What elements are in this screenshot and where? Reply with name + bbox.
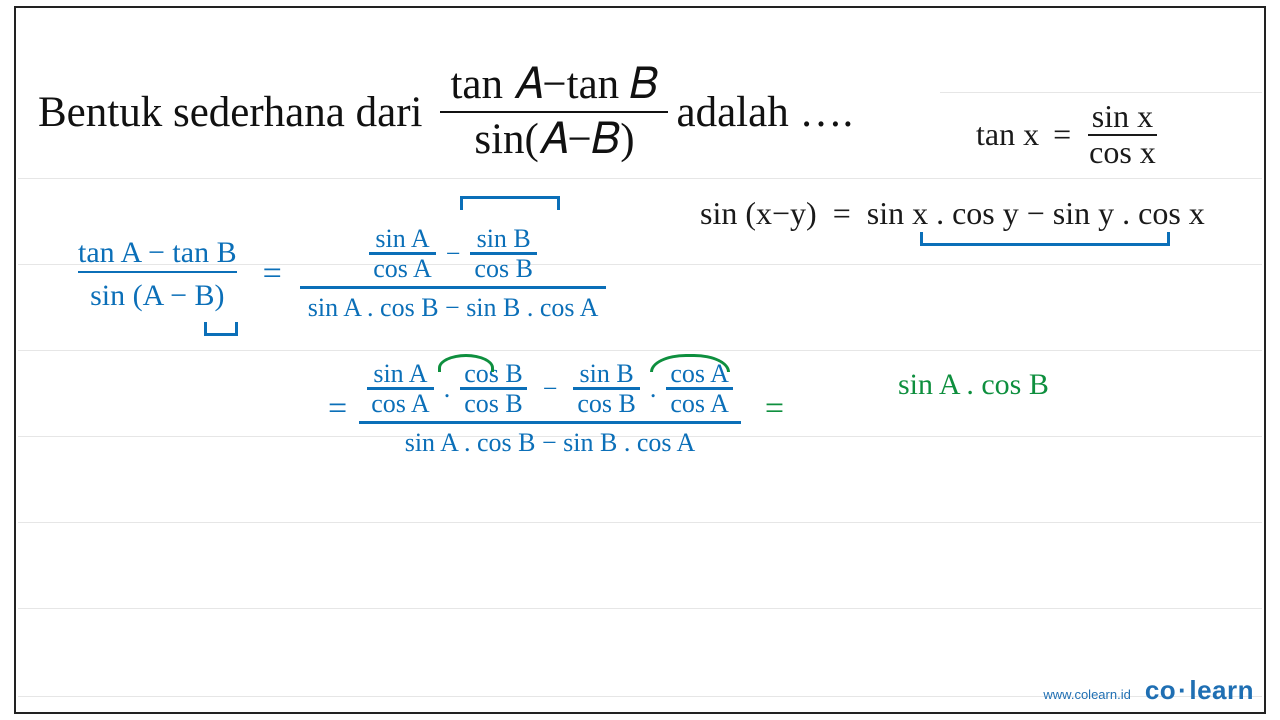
identity-tan-rhs-num: sin x — [1088, 100, 1157, 136]
equals-sign: = — [1053, 116, 1071, 153]
equals-sign: = — [263, 255, 282, 293]
identity-tan: tan x = sin x cos x — [976, 100, 1160, 169]
minus-sign: − — [446, 239, 461, 269]
green-note: sin A . cos B — [898, 368, 1049, 402]
question-trail: adalah …. — [676, 88, 853, 137]
step2-right-frac: sin Acos A . cos Bcos B − sin Bcos B . c… — [359, 360, 741, 458]
question-frac-num: tan 𝐴−tan 𝐵 — [440, 60, 668, 111]
underbrace-icon — [920, 232, 1170, 246]
step1-right-bottom: sin A . cos B − sin B . cos A — [308, 293, 599, 323]
underbracket-icon — [204, 322, 238, 336]
step2-right-bottom: sin A . cos B − sin B . cos A — [405, 428, 696, 458]
step1-left-frac: tan A − tan B sin (A − B) — [70, 236, 245, 313]
step1-left-den: sin (A − B) — [90, 279, 224, 313]
equals-sign: = — [833, 195, 851, 231]
step1-right-top: sin A cos A − sin B cos B — [361, 225, 545, 282]
step1-left-num: tan A − tan B — [78, 236, 237, 273]
footer-url: www.colearn.id — [1043, 687, 1130, 702]
step1-frac-sinb-cosb: sin B cos B — [470, 225, 537, 282]
question-lead: Bentuk sederhana dari — [38, 88, 422, 137]
identity-tan-lhs: tan x — [976, 116, 1039, 153]
identity-sin-diff: sin (x−y) = sin x . cos y − sin y . cos … — [700, 195, 1205, 232]
identity-sin-lhs: sin (x−y) — [700, 195, 817, 231]
equals-sign: = — [765, 390, 784, 428]
question-fraction: tan 𝐴−tan 𝐵 sin(𝐴−𝐵) — [440, 60, 668, 164]
step1-frac-sina-cosa: sin A cos A — [369, 225, 436, 282]
identity-tan-rhs: sin x cos x — [1085, 100, 1160, 169]
brand-logo: co·learn — [1145, 675, 1254, 706]
question-frac-den: sin(𝐴−𝐵) — [464, 113, 644, 164]
step1: tan A − tan B sin (A − B) = sin A cos A … — [70, 225, 606, 323]
identity-sin-rhs: sin x . cos y − sin y . cos x — [867, 195, 1205, 231]
step1-right-frac: sin A cos A − sin B cos B sin A . cos B … — [300, 225, 607, 323]
question-line: Bentuk sederhana dari tan 𝐴−tan 𝐵 sin(𝐴−… — [38, 60, 853, 164]
equals-sign: = — [328, 390, 347, 428]
link-bracket-icon — [460, 196, 560, 210]
step2: = sin Acos A . cos Bcos B − sin Bcos B .… — [328, 360, 784, 458]
whiteboard-page: Bentuk sederhana dari tan 𝐴−tan 𝐵 sin(𝐴−… — [0, 0, 1280, 720]
footer: www.colearn.id co·learn — [1043, 675, 1254, 706]
identity-tan-rhs-den: cos x — [1085, 136, 1160, 170]
